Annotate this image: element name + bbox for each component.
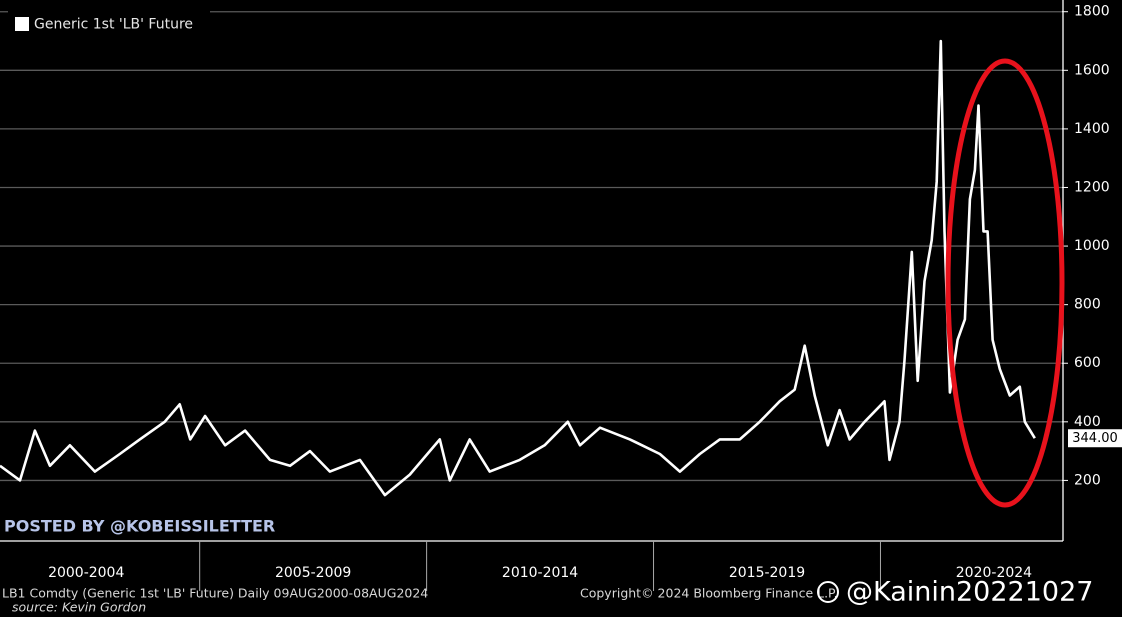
price-line bbox=[0, 39, 1036, 497]
source: source: Kevin Gordon bbox=[12, 600, 146, 615]
x-period-label: 2000-2004 bbox=[48, 565, 124, 581]
last-value-label: 344.00 bbox=[1072, 431, 1118, 446]
y-tick-label: 1800 bbox=[1074, 4, 1110, 20]
highlight-ellipse bbox=[945, 58, 1065, 508]
copyright: Copyright© 2024 Bloomberg Finance L.P. bbox=[580, 586, 838, 601]
y-tick-label: 1200 bbox=[1074, 179, 1110, 195]
x-period-label: 2015-2019 bbox=[729, 565, 805, 581]
x-period-label: 2005-2009 bbox=[275, 565, 351, 581]
last-value-box bbox=[1068, 429, 1122, 448]
plot: 344.00 bbox=[0, 39, 1122, 497]
y-tick-label: 400 bbox=[1074, 414, 1101, 430]
y-tick-label: 200 bbox=[1074, 472, 1101, 488]
legend-swatch bbox=[15, 17, 29, 31]
y-tick-label: 800 bbox=[1074, 297, 1101, 313]
x-period-label: 2020-2024 bbox=[956, 565, 1032, 581]
y-tick-label: 1400 bbox=[1074, 121, 1110, 137]
watermark-icon bbox=[817, 581, 839, 603]
legend-label: Generic 1st 'LB' Future bbox=[34, 17, 193, 33]
y-tick-label: 1600 bbox=[1074, 62, 1110, 78]
posted-by: POSTED BY @KOBEISSILETTER bbox=[4, 517, 275, 536]
y-tick-label: 1000 bbox=[1074, 238, 1110, 254]
x-period-label: 2010-2014 bbox=[502, 565, 578, 581]
legend-box bbox=[8, 11, 210, 37]
y-tick-label: 600 bbox=[1074, 355, 1101, 371]
watermark: @Kainin20221027 bbox=[846, 577, 1093, 608]
grid: 200 400 600 800 1000 1200 1400 1600 1800 2000-200… bbox=[0, 0, 1110, 591]
footer: LB1 Comdty (Generic 1st 'LB' Future) Dai… bbox=[2, 586, 428, 601]
